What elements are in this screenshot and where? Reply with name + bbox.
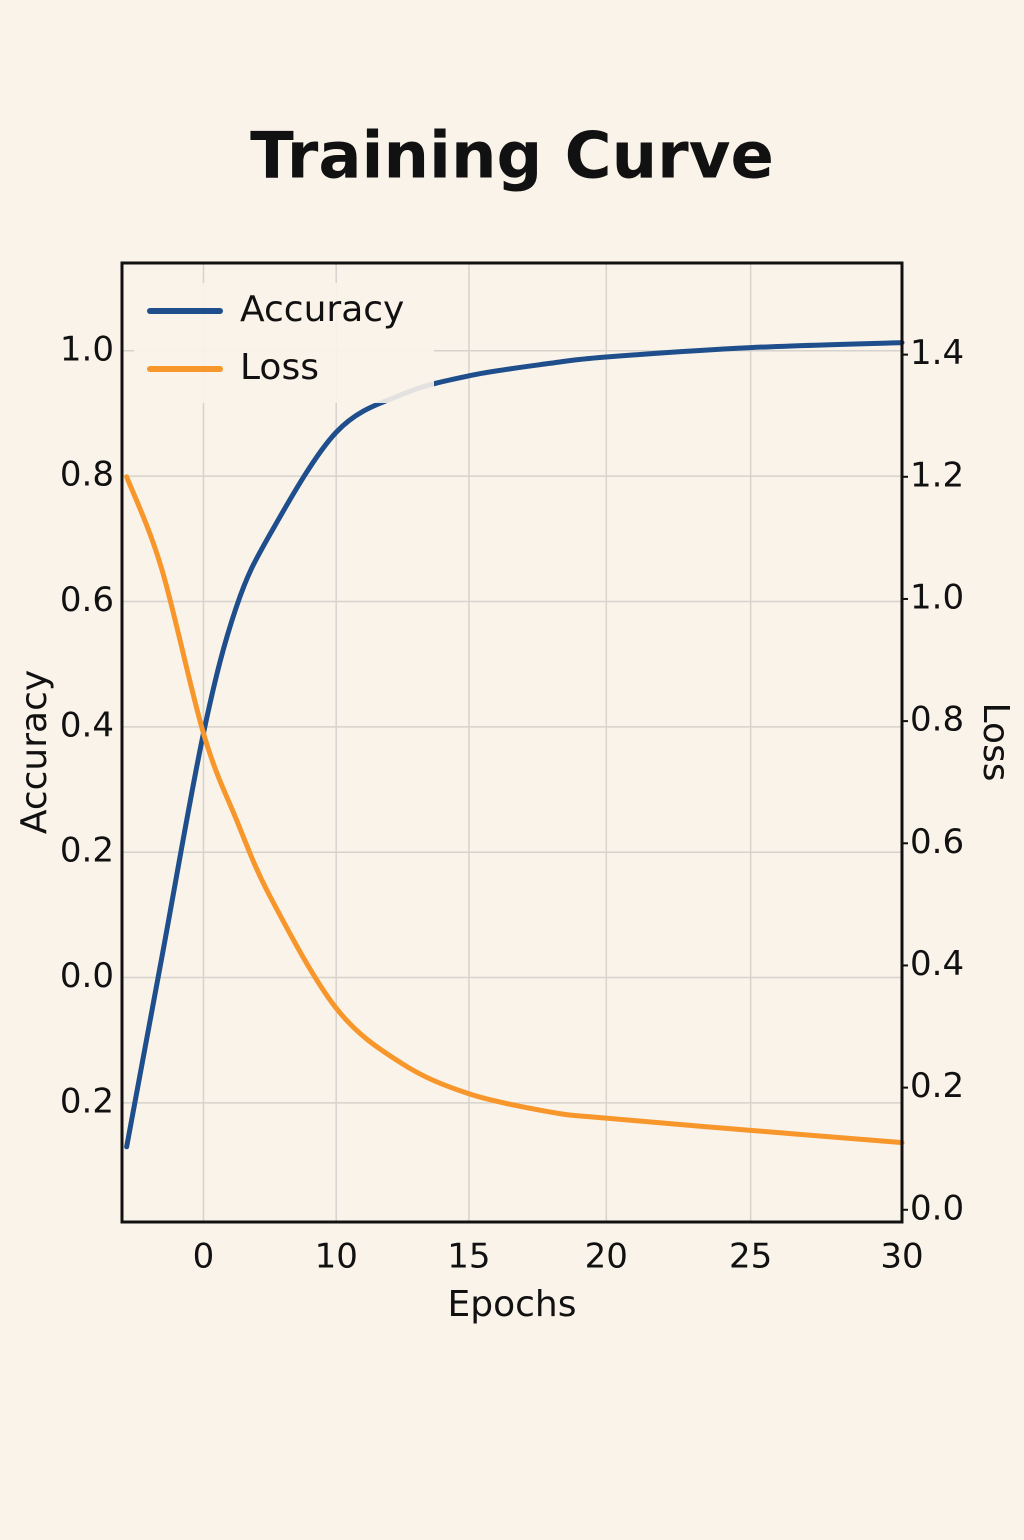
y-tick-label: 0.8: [60, 455, 114, 495]
x-tick-label: 25: [729, 1237, 772, 1277]
y-tick-label: 0.2: [60, 831, 114, 871]
x-tick-label: 20: [585, 1237, 628, 1277]
y2-tick-label: 0.8: [910, 700, 964, 740]
x-tick-label: 15: [447, 1237, 490, 1277]
y2-axis-label: Loss: [975, 703, 1016, 782]
x-tick-label: 0: [193, 1237, 215, 1277]
legend-label: Loss: [240, 347, 319, 388]
y2-tick-label: 1.2: [910, 455, 964, 495]
y-tick-label: 0.6: [60, 580, 114, 620]
y2-tick-label: 0.6: [910, 822, 964, 862]
line-series: [124, 340, 905, 1150]
plot-frame: [120, 261, 904, 1224]
y2-tick-label: 0.4: [910, 944, 964, 984]
y2-tick-label: 0.0: [910, 1188, 964, 1228]
legend-label: Accuracy: [240, 289, 404, 330]
y-tick-label: 0.4: [60, 705, 114, 745]
y-tick-label: 1.0: [60, 329, 114, 369]
x-tick-label: 10: [315, 1237, 358, 1277]
x-tick-label: 30: [880, 1237, 923, 1277]
legend: Accuracy Loss: [134, 283, 434, 403]
y-axis-label: Accuracy: [14, 670, 55, 834]
chart-title: Training Curve: [250, 120, 774, 194]
legend-box: [134, 283, 434, 403]
x-axis-label: Epochs: [448, 1284, 577, 1325]
y2-tick-label: 1.4: [910, 333, 964, 373]
y2-tick-label: 0.2: [910, 1066, 964, 1106]
line-series: [124, 474, 905, 1146]
y-tick-label: 0.0: [60, 956, 114, 996]
y-tick-label: 0.2: [60, 1081, 114, 1121]
y2-tick-label: 1.0: [910, 577, 964, 617]
